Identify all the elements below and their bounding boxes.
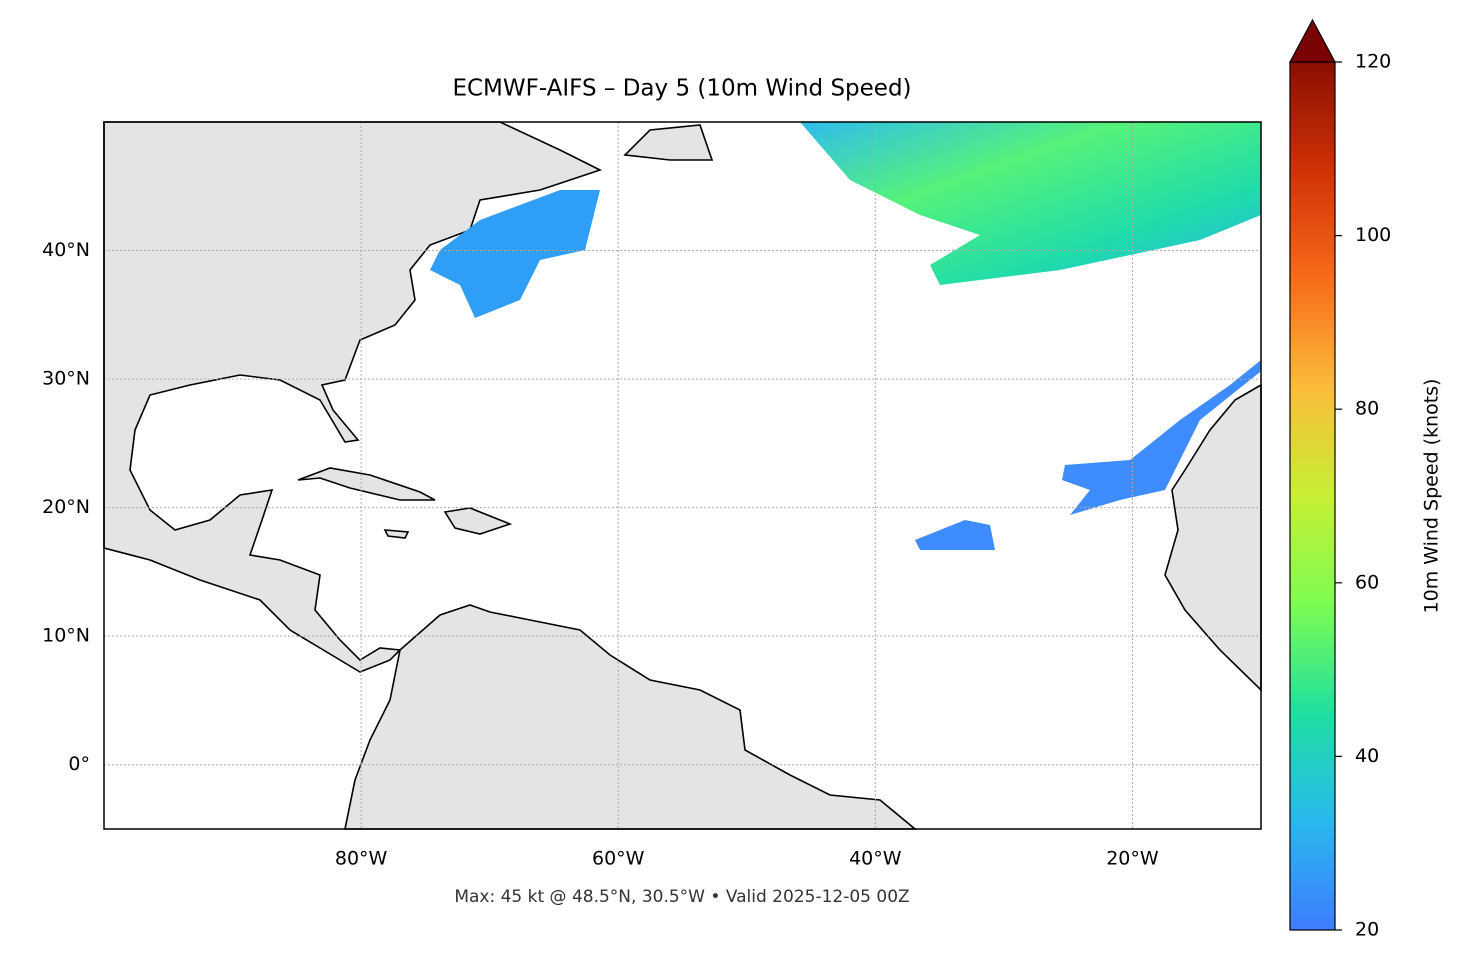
x-tick-label: 80°W [335, 848, 388, 870]
cuba [297, 467, 436, 501]
hispaniola [443, 507, 513, 535]
grid [104, 122, 1261, 829]
map-frame [103, 121, 1262, 830]
y-tick-label: 0° [68, 753, 90, 775]
chart-title: ECMWF-AIFS – Day 5 (10m Wind Speed) [452, 76, 911, 102]
x-tick-label: 20°W [1106, 848, 1159, 870]
newfoundland [623, 124, 714, 161]
colorbar: 10m Wind Speed (knots) 20 40 60 80 100 120 [1288, 18, 1443, 941]
colorbar-tick-label: 60 [1355, 571, 1379, 593]
jamaica [383, 529, 410, 539]
x-tick-label: 60°W [592, 848, 645, 870]
y-tick-label: 40°N [42, 239, 90, 261]
colorbar-extend [1288, 18, 1337, 63]
africa [1164, 383, 1262, 692]
x-tick-label: 40°W [849, 848, 902, 870]
land [103, 121, 1262, 830]
colorbar-tick-label: 20 [1355, 919, 1379, 941]
colorbar-body [1289, 61, 1336, 931]
wind-area [430, 190, 600, 318]
colorbar-tick-label: 80 [1355, 398, 1379, 420]
wind-area [1062, 360, 1261, 515]
north-america [103, 121, 603, 673]
y-tick-label: 30°N [42, 368, 90, 390]
colorbar-tick-label: 100 [1355, 224, 1391, 246]
colorbar-tick-label: 40 [1355, 745, 1379, 767]
wind-area [915, 520, 995, 550]
south-america [344, 604, 918, 830]
colorbar-label: 10m Wind Speed (knots) [1421, 379, 1443, 614]
colorbar-tick-label: 120 [1355, 51, 1391, 73]
map [103, 121, 1262, 830]
y-tick-label: 10°N [42, 625, 90, 647]
wind-area [800, 122, 1261, 285]
wind-field [430, 122, 1261, 550]
y-tick-label: 20°N [42, 496, 90, 518]
annotation: Max: 45 kt @ 48.5°N, 30.5°W • Valid 2025… [454, 887, 909, 907]
